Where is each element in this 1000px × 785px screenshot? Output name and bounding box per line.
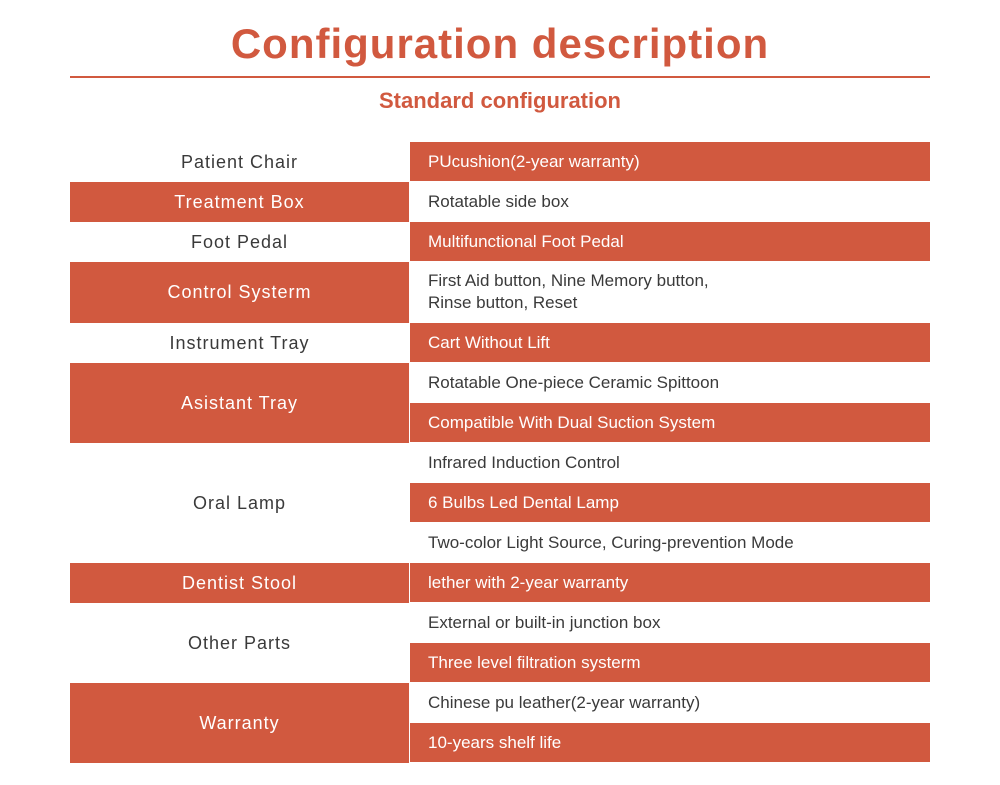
row-details: lether with 2-year warranty: [410, 563, 930, 603]
row-label: Instrument Tray: [70, 323, 410, 363]
table-row: Treatment BoxRotatable side box: [70, 182, 930, 222]
page-subtitle: Standard configuration: [0, 88, 1000, 114]
row-label: Warranty: [70, 683, 410, 763]
row-label: Oral Lamp: [70, 443, 410, 563]
table-row: Instrument TrayCart Without Lift: [70, 323, 930, 363]
detail-cell: External or built-in junction box: [410, 603, 930, 643]
table-row: Asistant TrayRotatable One-piece Ceramic…: [70, 363, 930, 443]
detail-cell: PUcushion(2-year warranty): [410, 142, 930, 182]
detail-cell: Infrared Induction Control: [410, 443, 930, 483]
table-row: Dentist Stoollether with 2-year warranty: [70, 563, 930, 603]
detail-cell: 10-years shelf life: [410, 723, 930, 763]
detail-cell: Compatible With Dual Suction System: [410, 403, 930, 443]
detail-cell: Two-color Light Source, Curing-preventio…: [410, 523, 930, 563]
detail-cell: Multifunctional Foot Pedal: [410, 222, 930, 262]
row-details: Infrared Induction Control6 Bulbs Led De…: [410, 443, 930, 563]
detail-cell: Cart Without Lift: [410, 323, 930, 363]
table-row: WarrantyChinese pu leather(2-year warran…: [70, 683, 930, 763]
table-row: Patient ChairPUcushion(2-year warranty): [70, 142, 930, 182]
page-title: Configuration description: [0, 20, 1000, 68]
detail-cell: 6 Bulbs Led Dental Lamp: [410, 483, 930, 523]
detail-cell: First Aid button, Nine Memory button, Ri…: [410, 262, 930, 323]
row-details: Chinese pu leather(2-year warranty)10-ye…: [410, 683, 930, 763]
config-table: Patient ChairPUcushion(2-year warranty)T…: [70, 142, 930, 763]
row-label: Treatment Box: [70, 182, 410, 222]
table-row: Control SystermFirst Aid button, Nine Me…: [70, 262, 930, 323]
detail-cell: Chinese pu leather(2-year warranty): [410, 683, 930, 723]
row-label: Patient Chair: [70, 142, 410, 182]
detail-cell: Rotatable One-piece Ceramic Spittoon: [410, 363, 930, 403]
row-details: Multifunctional Foot Pedal: [410, 222, 930, 262]
row-details: PUcushion(2-year warranty): [410, 142, 930, 182]
detail-cell: Rotatable side box: [410, 182, 930, 222]
row-details: External or built-in junction boxThree l…: [410, 603, 930, 683]
table-row: Foot PedalMultifunctional Foot Pedal: [70, 222, 930, 262]
row-label: Control Systerm: [70, 262, 410, 323]
row-details: Rotatable One-piece Ceramic SpittoonComp…: [410, 363, 930, 443]
divider: [70, 76, 930, 78]
row-label: Foot Pedal: [70, 222, 410, 262]
row-label: Asistant Tray: [70, 363, 410, 443]
row-details: Rotatable side box: [410, 182, 930, 222]
detail-cell: lether with 2-year warranty: [410, 563, 930, 603]
table-row: Oral LampInfrared Induction Control6 Bul…: [70, 443, 930, 563]
row-details: Cart Without Lift: [410, 323, 930, 363]
detail-cell: Three level filtration systerm: [410, 643, 930, 683]
row-label: Other Parts: [70, 603, 410, 683]
row-details: First Aid button, Nine Memory button, Ri…: [410, 262, 930, 323]
row-label: Dentist Stool: [70, 563, 410, 603]
table-row: Other PartsExternal or built-in junction…: [70, 603, 930, 683]
